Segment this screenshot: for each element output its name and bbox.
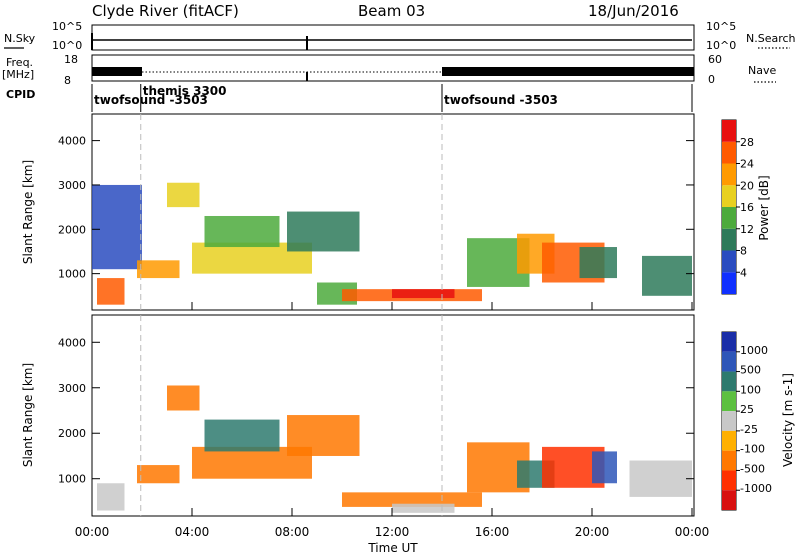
freq-label-line1: Freq. xyxy=(6,56,33,69)
power-colorbar-swatch xyxy=(722,141,736,164)
ytick-label: 1000 xyxy=(58,268,86,281)
velocity-colorbar-swatch xyxy=(722,332,736,352)
power-cell xyxy=(642,255,692,296)
xtick-label: 04:00 xyxy=(175,525,210,539)
cpid-segment-label: twofsound -3503 xyxy=(94,93,208,107)
velocity-colorbar-swatch xyxy=(722,490,736,510)
noise-panel: N.Sky 10^5 10^0 N.Search 10^5 10^0 xyxy=(4,20,796,52)
nave-tick-top: 60 xyxy=(708,53,722,66)
power-cell xyxy=(579,247,617,279)
noise-sky-label: N.Sky xyxy=(4,32,36,45)
velocity-colorbar-tick-label: -25 xyxy=(740,423,758,436)
power-colorbar-tick-label: 8 xyxy=(740,245,747,258)
power-colorbar-swatch xyxy=(722,207,736,229)
freq-band-2 xyxy=(442,67,694,76)
noise-right-tick-bottom: 10^0 xyxy=(706,39,736,52)
velocity-cell xyxy=(392,503,455,513)
power-colorbar-swatch xyxy=(722,163,736,186)
velocity-cell xyxy=(592,451,617,484)
power-cell xyxy=(204,215,280,248)
velocity-cell xyxy=(287,415,360,456)
velocity-colorbar-tick-label: 100 xyxy=(740,383,761,396)
power-cell xyxy=(92,184,142,270)
velocity-cell xyxy=(167,385,200,411)
x-axis-label: Time UT xyxy=(367,541,418,554)
velocity-cell xyxy=(342,492,482,507)
velocity-colorbar-tick-label: -100 xyxy=(740,443,765,456)
cpid-segment-label: twofsound -3503 xyxy=(444,93,558,107)
velocity-cell xyxy=(97,483,125,511)
ytick-label: 4000 xyxy=(58,135,86,148)
velocity-colorbar-swatch xyxy=(722,430,736,451)
power-colorbar-tick-label: 12 xyxy=(740,223,754,236)
ytick-label: 1000 xyxy=(58,473,86,486)
ytick-label: 3000 xyxy=(58,382,86,395)
xtick-label: 08:00 xyxy=(275,525,310,539)
velocity-colorbar-swatch xyxy=(722,351,736,372)
ytick-label: 4000 xyxy=(58,336,86,349)
noise-ytick-top: 10^5 xyxy=(52,20,82,33)
xtick-label: 00:00 xyxy=(75,525,110,539)
power-colorbar-swatch xyxy=(722,120,736,142)
xtick-label: 12:00 xyxy=(375,525,410,539)
xtick-label: 00:00 xyxy=(675,525,710,539)
power-colorbar-tick-label: 16 xyxy=(740,201,754,214)
beam-label: Beam 03 xyxy=(358,2,425,20)
power-colorbar-swatch xyxy=(722,272,736,294)
velocity-ylabel: Slant Range [km] xyxy=(21,363,35,467)
plot-title: Clyde River (fitACF) xyxy=(92,2,239,20)
velocity-colorbar-swatch xyxy=(722,391,736,412)
power-cell xyxy=(287,211,360,252)
power-colorbar-swatch xyxy=(722,250,736,273)
velocity-cell xyxy=(629,460,692,497)
power-colorbar-tick-label: 20 xyxy=(740,179,754,192)
velocity-colorbar-swatch xyxy=(722,470,736,491)
freq-label-line2: [MHz] xyxy=(2,68,34,81)
velocity-panel: Slant Range [km] 1000 2000 3000 4000 1000 50… xyxy=(21,314,795,517)
velocity-colorbar-tick-label: 1000 xyxy=(740,344,768,357)
cpid-segment-label: themis 3300 xyxy=(143,84,227,98)
power-colorbar-tick-label: 4 xyxy=(740,266,747,279)
xtick-label: 20:00 xyxy=(575,525,610,539)
power-colorbar-swatch xyxy=(722,228,736,251)
velocity-colorbar-tick-label: 25 xyxy=(740,403,754,416)
power-cell xyxy=(137,260,180,279)
power-panel: Slant Range [km] 1000 2000 3000 4000 4 8 12 16… xyxy=(21,113,771,311)
power-cell xyxy=(97,278,125,305)
power-cell xyxy=(167,182,200,208)
power-colorbar-tick-label: 24 xyxy=(740,158,754,171)
power-colorbar-tick-label: 28 xyxy=(740,136,754,149)
velocity-colorbar-swatch xyxy=(722,450,736,471)
velocity-colorbar-label: Velocity [m s-1] xyxy=(781,373,795,467)
freq-ytick-top: 18 xyxy=(64,53,78,66)
cpid-label: CPID xyxy=(6,88,35,101)
noise-search-label: N.Search xyxy=(746,32,796,45)
xtick-label: 16:00 xyxy=(475,525,510,539)
velocity-colorbar-swatch xyxy=(722,371,736,392)
x-axis: 00:00 04:00 08:00 12:00 16:00 20:00 00:00 xyxy=(75,302,710,539)
nave-tick-bottom: 0 xyxy=(708,73,715,86)
ytick-label: 3000 xyxy=(58,179,86,192)
ytick-label: 2000 xyxy=(58,223,86,236)
noise-right-tick-top: 10^5 xyxy=(706,20,736,33)
velocity-colorbar-tick-label: 500 xyxy=(740,364,761,377)
power-colorbar-label: Power [dB] xyxy=(757,175,771,240)
nave-label: Nave xyxy=(748,64,776,77)
noise-ytick-bottom: 10^0 xyxy=(52,39,82,52)
power-cell xyxy=(392,289,455,299)
velocity-colorbar-swatch xyxy=(722,411,736,431)
date-label: 18/Jun/2016 xyxy=(588,2,679,20)
ytick-label: 2000 xyxy=(58,427,86,440)
velocity-colorbar-tick-label: -1000 xyxy=(740,482,772,495)
power-ylabel: Slant Range [km] xyxy=(21,160,35,264)
velocity-colorbar-tick-label: -500 xyxy=(740,462,765,475)
power-colorbar-swatch xyxy=(722,185,736,207)
freq-band-1 xyxy=(92,67,142,76)
velocity-cell xyxy=(137,465,180,484)
velocity-cell xyxy=(204,419,280,452)
freq-ytick-bottom: 8 xyxy=(64,74,71,87)
frequency-panel: Freq. [MHz] 18 8 Nave 60 0 xyxy=(2,53,776,87)
